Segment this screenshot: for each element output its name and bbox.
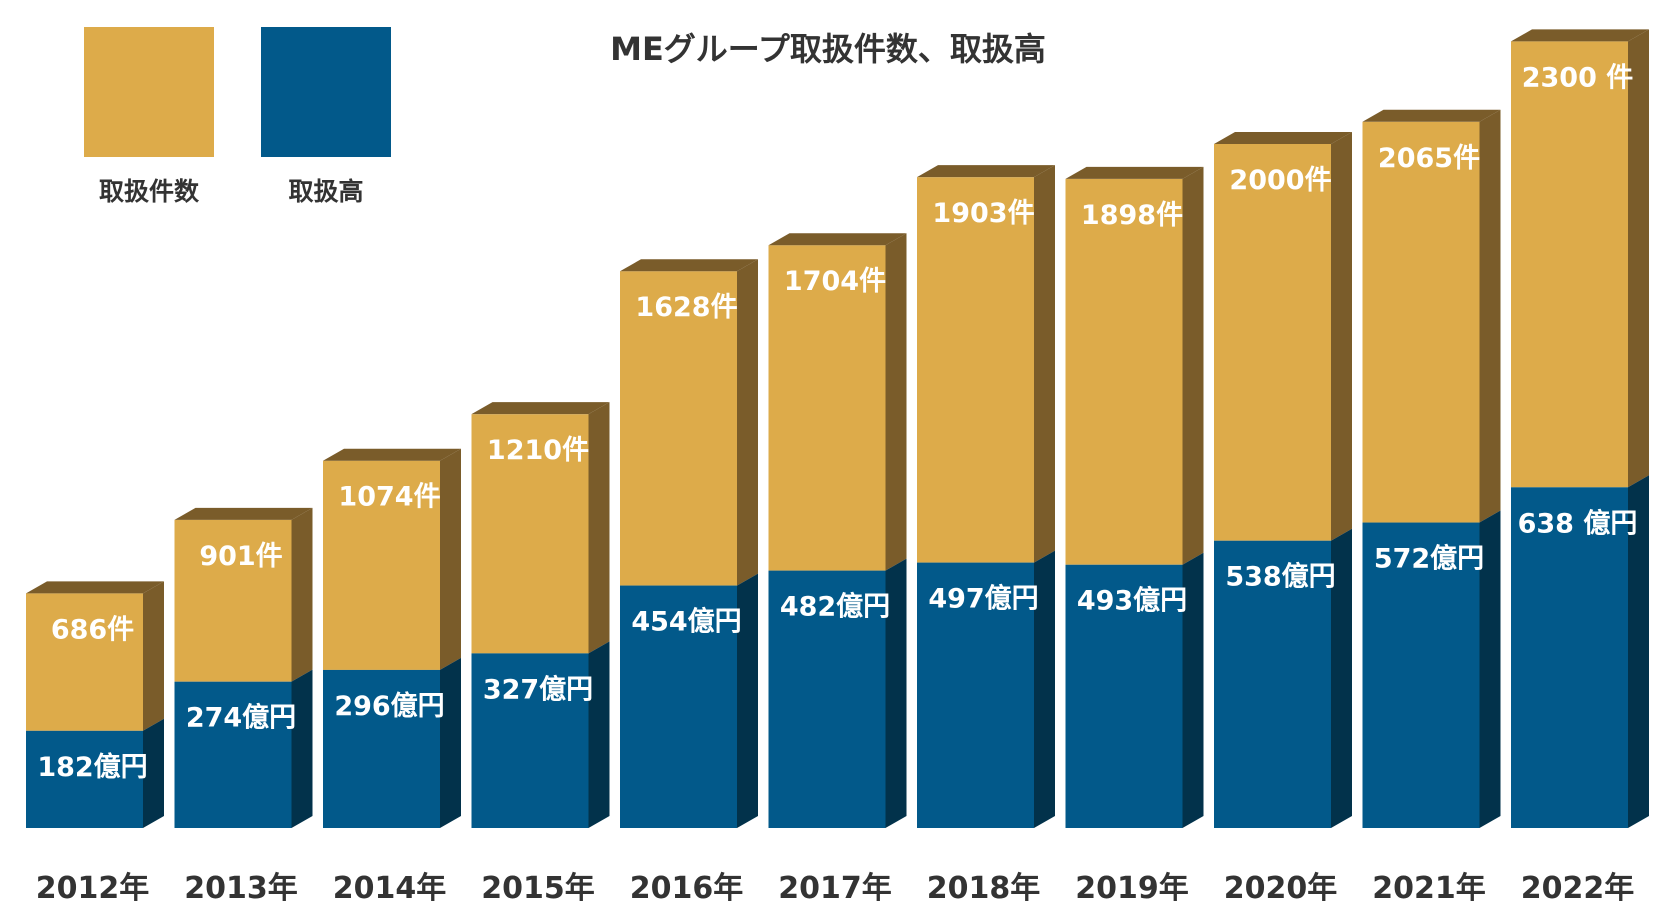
bar-amount-front — [768, 570, 886, 828]
data-label-count: 1074件 — [338, 482, 440, 513]
x-tick-label: 2015年 — [481, 871, 595, 906]
bar-count-front — [26, 593, 143, 731]
data-label-amount: 327億円 — [483, 674, 593, 705]
bar-count-front — [768, 245, 886, 571]
bar-amount-front — [174, 681, 292, 828]
bar-count-top — [1511, 29, 1649, 42]
bar-count-side — [1182, 166, 1204, 565]
bar-count-top — [1362, 109, 1501, 122]
bar-count-front — [471, 414, 589, 654]
data-label-count: 686件 — [51, 614, 134, 645]
data-label-count: 1210件 — [487, 435, 589, 466]
bar-amount-side — [588, 641, 610, 828]
data-label-count: 901件 — [199, 541, 282, 572]
bar-count-front — [1511, 41, 1628, 488]
bar-amount-front — [471, 653, 589, 828]
x-tick-label: 2013年 — [184, 871, 298, 906]
bar-amount-front — [1362, 522, 1480, 828]
chart-title: MEグループ取扱件数、取扱高 — [610, 30, 1046, 68]
data-label-amount: 482億円 — [780, 592, 890, 623]
bar-count-top — [323, 448, 461, 461]
legend-label-count: 取扱件数 — [99, 177, 200, 206]
bar-amount-front — [1214, 540, 1331, 828]
bar-count-top — [471, 402, 610, 415]
data-label-amount: 572億円 — [1374, 544, 1484, 575]
bar-count-front — [1065, 178, 1183, 565]
bar-amount-side — [885, 558, 907, 828]
bar-count-top — [620, 259, 758, 272]
data-label-amount: 454億円 — [631, 607, 741, 638]
bar-amount-front — [26, 730, 143, 828]
x-tick-label: 2019年 — [1075, 871, 1189, 906]
x-tick-label: 2020年 — [1224, 871, 1338, 906]
bar-count-top — [917, 165, 1055, 178]
data-label-count: 2065件 — [1378, 143, 1480, 174]
bar-count-side — [1479, 109, 1501, 523]
bar-count-side — [737, 259, 758, 586]
bar-amount-side — [1182, 552, 1204, 828]
bar-amount-front — [1511, 487, 1628, 828]
bar-count-side — [143, 581, 164, 731]
bar-count-side — [1628, 29, 1649, 488]
bar-count-top — [174, 507, 313, 520]
bar-count-front — [323, 460, 440, 670]
data-label-amount: 497億円 — [928, 584, 1038, 615]
data-label-amount: 274億円 — [186, 703, 296, 734]
x-tick-label: 2018年 — [927, 871, 1041, 906]
bar-amount-side — [440, 657, 461, 828]
x-tick-label: 2022年 — [1521, 871, 1635, 906]
legend-swatch-amount — [261, 27, 391, 157]
bar-count-side — [440, 448, 461, 670]
x-tick-label: 2012年 — [36, 871, 150, 906]
bar-amount-front — [917, 562, 1034, 828]
bar-count-side — [588, 402, 610, 654]
legend-label-amount: 取扱高 — [288, 177, 363, 206]
x-tick-label: 2016年 — [630, 871, 744, 906]
data-label-amount: 538億円 — [1225, 562, 1335, 593]
legend: 取扱件数 取扱高 — [84, 27, 391, 206]
bar-amount-side — [1479, 510, 1501, 828]
data-label-count: 2000件 — [1229, 165, 1331, 196]
bar-amount-side — [1331, 528, 1352, 828]
bar-amount-front — [620, 585, 737, 828]
bar-count-top — [1065, 166, 1204, 179]
bar-amount-side — [1034, 550, 1055, 828]
bars: 686件 182億円 2012年 901件 274億円 2013年 1074件 296億円 20… — [26, 29, 1649, 906]
bar-count-top — [26, 581, 164, 594]
bar-count-side — [1331, 132, 1352, 541]
bar-count-front — [1362, 121, 1480, 523]
bar-amount-front — [1065, 564, 1183, 828]
x-tick-label: 2014年 — [333, 871, 447, 906]
bar-count-side — [291, 507, 313, 682]
data-label-amount: 493億円 — [1077, 586, 1187, 617]
bar-amount-side — [291, 669, 313, 828]
data-label-count: 1898件 — [1081, 200, 1183, 231]
data-label-count: 1704件 — [784, 266, 886, 297]
x-tick-label: 2017年 — [778, 871, 892, 906]
bar-count-top — [1214, 132, 1352, 144]
bar-count-front — [1214, 144, 1331, 541]
data-label-amount: 296億円 — [334, 691, 444, 722]
data-label-count: 2300 件 — [1522, 62, 1634, 93]
data-label-amount: 638 億円 — [1518, 508, 1638, 539]
bar-count-front — [174, 519, 292, 682]
bar-count-top — [768, 233, 907, 246]
x-tick-label: 2021年 — [1372, 871, 1486, 906]
bar-count-front — [917, 177, 1034, 563]
bar-amount-front — [323, 669, 440, 828]
data-label-amount: 182億円 — [37, 752, 147, 783]
bar-count-front — [620, 271, 737, 586]
bar-amount-side — [1628, 475, 1649, 828]
bar-count-side — [1034, 165, 1055, 563]
data-label-count: 1628件 — [635, 292, 737, 323]
bar-amount-side — [737, 573, 758, 828]
bar-amount-side — [143, 718, 164, 828]
data-label-count: 1903件 — [932, 198, 1034, 229]
legend-swatch-count — [84, 27, 214, 157]
bar-count-side — [885, 233, 907, 571]
